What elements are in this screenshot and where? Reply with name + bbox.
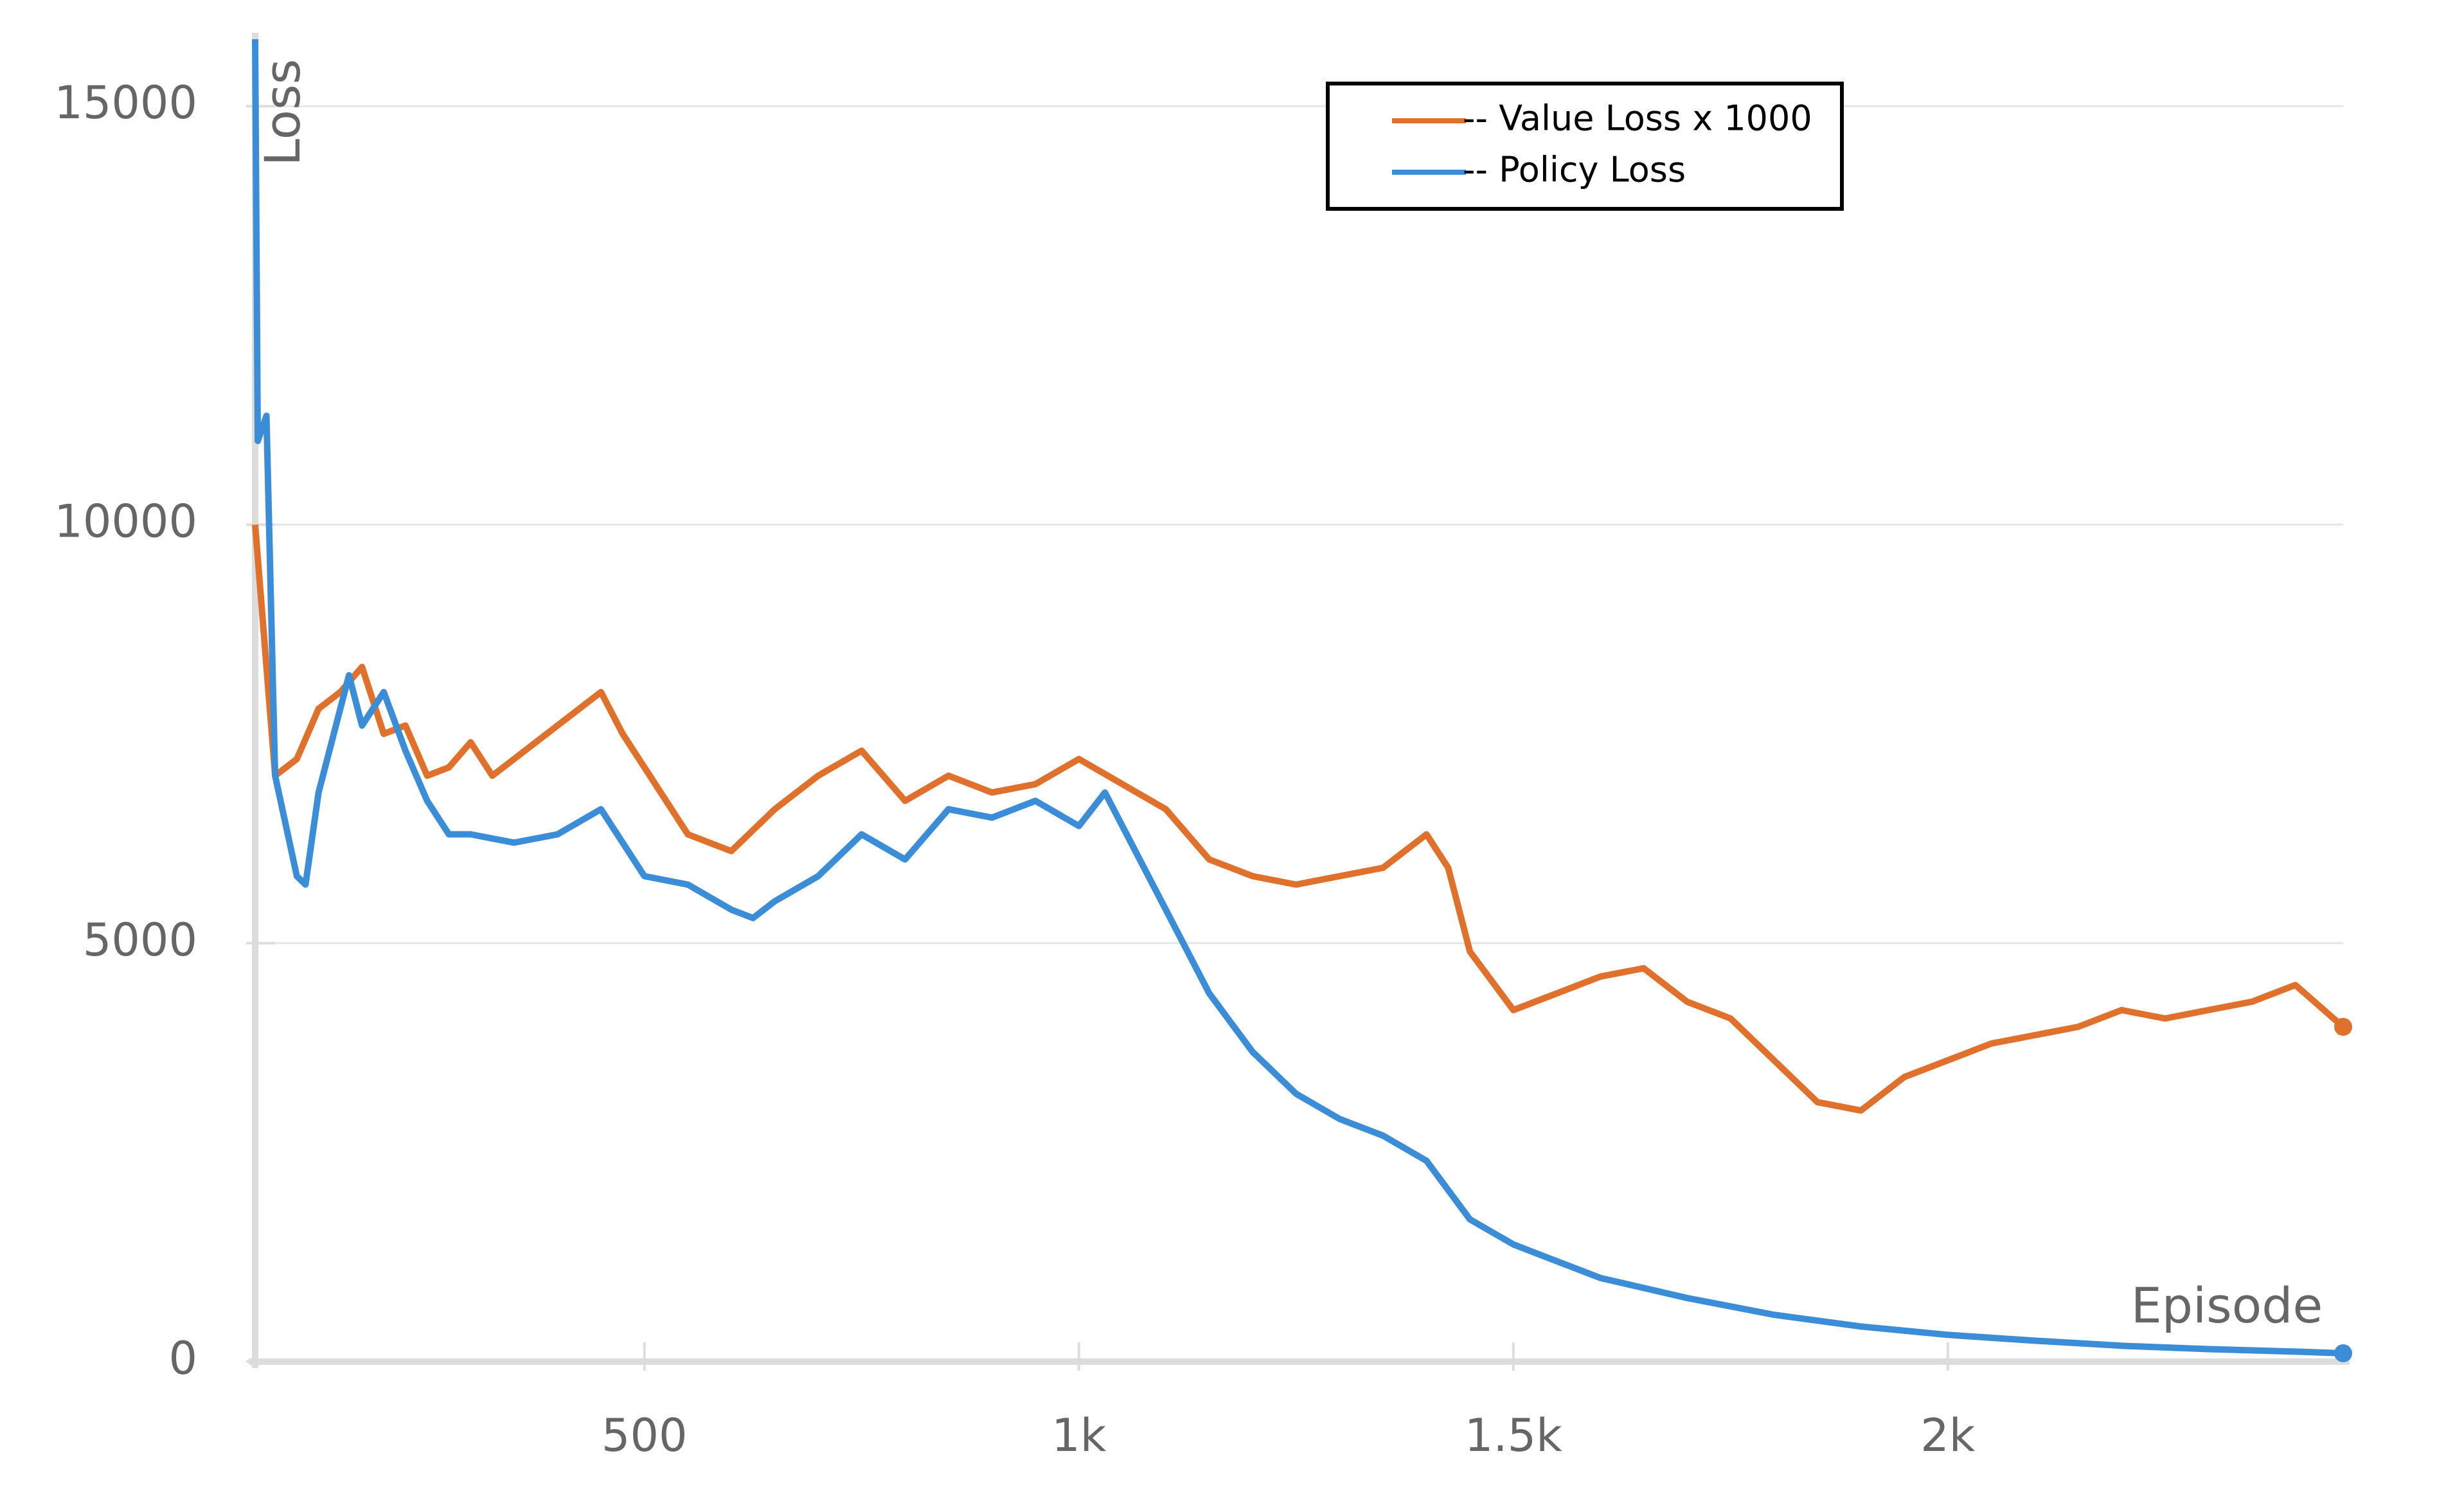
legend-box bbox=[1326, 82, 1844, 211]
y-tick-label: 10000 bbox=[54, 495, 197, 547]
series-line bbox=[252, 39, 2344, 1356]
end-point bbox=[2334, 1017, 2352, 1036]
y-tick-label: 15000 bbox=[54, 76, 197, 129]
y-tick-label: 5000 bbox=[83, 914, 197, 966]
legend-label: -- Value Loss x 1000 bbox=[1463, 98, 1812, 139]
series-line bbox=[252, 524, 2346, 1114]
x-axis-label: Episode bbox=[2131, 1277, 2323, 1334]
y-axis-label: Loss bbox=[254, 59, 311, 166]
plot-area: 0 5000 10000 15000 500 1k 1.5k 2k -- Value Loss … bbox=[54, 33, 2352, 1462]
y-tick-label: 0 bbox=[168, 1332, 197, 1385]
end-point bbox=[2334, 1344, 2352, 1362]
x-tick-label: 1.5k bbox=[1465, 1409, 1562, 1462]
legend-label: -- Policy Loss bbox=[1463, 150, 1686, 190]
x-tick-label: 1k bbox=[1051, 1409, 1107, 1462]
x-tick-label: 500 bbox=[602, 1409, 688, 1462]
x-tick-label: 2k bbox=[1920, 1409, 1976, 1462]
